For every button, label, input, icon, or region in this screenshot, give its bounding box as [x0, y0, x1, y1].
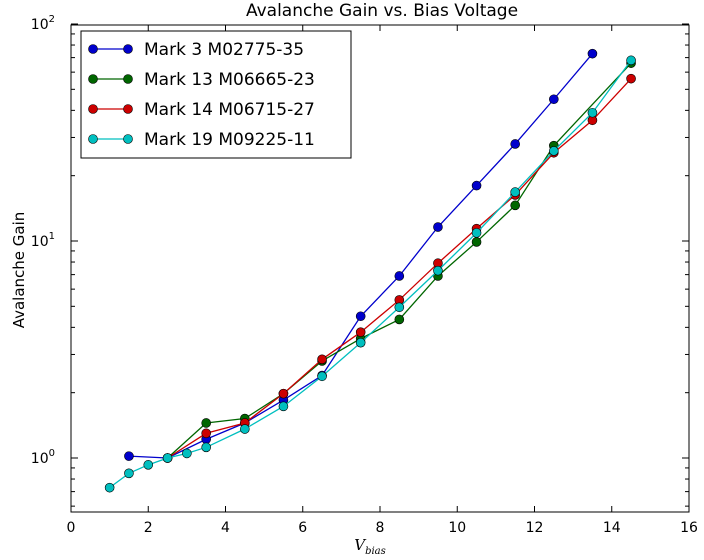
data-point: [355, 337, 366, 348]
data-point: [510, 187, 520, 197]
x-tick-label: 8: [376, 520, 385, 536]
data-point: [124, 468, 134, 479]
legend-label: Mark 14 M06715-27: [144, 100, 315, 120]
y-tick-label-base: 10: [31, 17, 49, 33]
series-layer: [104, 48, 636, 493]
x-tick-label: 4: [221, 520, 230, 536]
legend-marker: [88, 104, 98, 114]
data-point: [143, 460, 154, 470]
y-tick-label-exponent: 2: [49, 14, 55, 25]
legend-label: Mark 19 M09225-11: [144, 130, 315, 150]
series-line: [167, 62, 632, 459]
y-tick-label-exponent: 1: [49, 231, 55, 242]
y-tick-label: 100: [31, 448, 55, 467]
data-point: [162, 453, 173, 463]
data-point: [626, 73, 636, 84]
y-tick-label: 101: [31, 231, 55, 250]
data-point: [626, 55, 636, 66]
legend-marker: [123, 74, 133, 84]
data-point: [587, 107, 598, 118]
data-point: [317, 371, 327, 382]
x-tick-label: 0: [67, 520, 76, 536]
y-tick-label-base: 10: [31, 451, 49, 467]
data-point: [471, 237, 482, 247]
data-point: [394, 302, 405, 313]
y-tick-label: 102: [31, 14, 55, 33]
x-axis-label: Vbias: [354, 536, 386, 557]
data-point: [471, 180, 482, 191]
data-point: [510, 200, 520, 211]
data-point: [240, 424, 250, 434]
x-tick-label: 14: [603, 520, 621, 536]
legend-marker: [123, 104, 133, 114]
legend-label: Mark 3 M02775-35: [144, 40, 304, 60]
data-point: [433, 265, 443, 276]
data-point: [394, 314, 405, 325]
data-point: [201, 428, 211, 439]
data-point: [201, 418, 211, 428]
x-axis-label-main: V: [354, 536, 367, 554]
data-point: [182, 448, 192, 459]
data-point: [278, 388, 289, 399]
x-tick-label: 10: [448, 520, 466, 536]
chart-title: Avalanche Gain vs. Bias Voltage: [246, 1, 518, 21]
y-tick-label-base: 10: [31, 234, 49, 250]
data-point: [201, 442, 211, 453]
legend-marker: [88, 74, 98, 84]
data-point: [471, 228, 482, 238]
x-axis-label-subscript: bias: [365, 546, 386, 557]
data-point: [355, 327, 366, 337]
data-point: [355, 311, 366, 322]
data-point: [549, 94, 559, 105]
series-4: [104, 55, 636, 493]
legend-marker: [123, 44, 133, 54]
y-axis-label: Avalanche Gain: [10, 212, 28, 329]
legend-label: Mark 13 M06665-23: [144, 70, 315, 90]
data-point: [124, 451, 134, 461]
data-point: [549, 146, 559, 156]
data-point: [317, 354, 327, 365]
data-point: [394, 271, 405, 281]
legend-marker: [123, 134, 133, 144]
legend-marker: [88, 44, 98, 54]
data-point: [587, 48, 598, 59]
data-point: [104, 482, 115, 493]
x-tick-label: 12: [526, 520, 544, 536]
x-tick-label: 2: [144, 520, 153, 536]
y-tick-label-exponent: 0: [49, 448, 55, 459]
data-point: [510, 139, 520, 149]
data-point: [278, 401, 289, 412]
x-tick-label: 6: [298, 520, 307, 536]
x-tick-label: 16: [680, 520, 698, 536]
legend: Mark 3 M02775-35 Mark 13 M06665-23 Mark 14…: [80, 30, 352, 159]
data-point: [433, 222, 443, 232]
legend-marker: [88, 134, 98, 144]
